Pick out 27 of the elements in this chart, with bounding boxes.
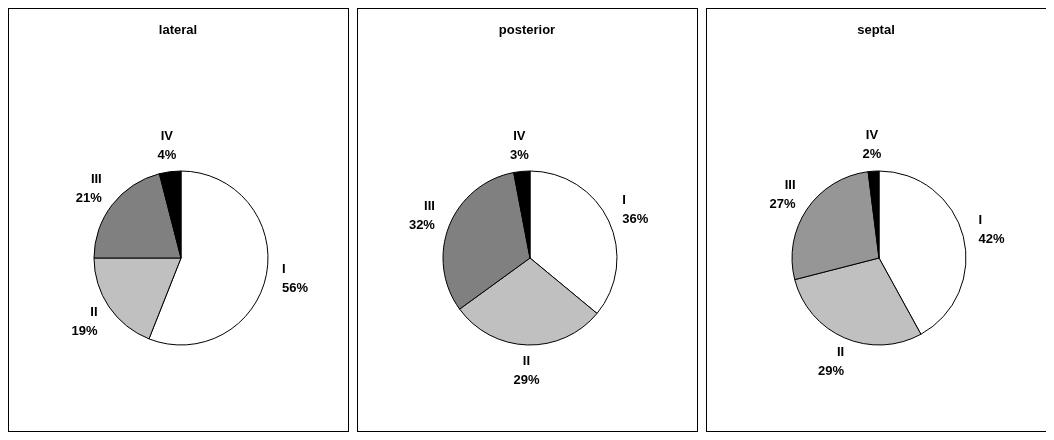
data-label: 21% <box>75 189 103 205</box>
data-label: 56% <box>282 280 309 296</box>
slice-label: II <box>522 352 531 368</box>
slice-label: IV <box>865 127 879 143</box>
slice-label: III <box>784 176 796 192</box>
slice-label: I <box>282 261 286 277</box>
chart-title: septal <box>857 22 895 37</box>
data-label: 19% <box>71 322 98 338</box>
slice-label: I <box>622 191 626 207</box>
data-label: 4% <box>157 146 177 162</box>
data-label: 29% <box>818 362 845 378</box>
data-label: 27% <box>769 195 796 211</box>
chart-title: lateral <box>158 22 198 37</box>
data-label: 2% <box>862 146 882 162</box>
data-label: 3% <box>509 146 530 162</box>
data-label: 32% <box>408 217 436 233</box>
slice-label: II <box>836 343 845 359</box>
data-label: 42% <box>978 230 1005 246</box>
data-label: 29% <box>513 371 540 387</box>
slice-label: II <box>90 303 98 319</box>
data-label: 36% <box>622 210 649 226</box>
chart-title: posterior <box>498 22 556 37</box>
slice-label: IV <box>160 127 174 143</box>
slice-label: III <box>90 170 102 186</box>
slice-label: III <box>424 198 435 214</box>
slice-label: IV <box>513 127 526 143</box>
slice-label: I <box>978 211 983 227</box>
